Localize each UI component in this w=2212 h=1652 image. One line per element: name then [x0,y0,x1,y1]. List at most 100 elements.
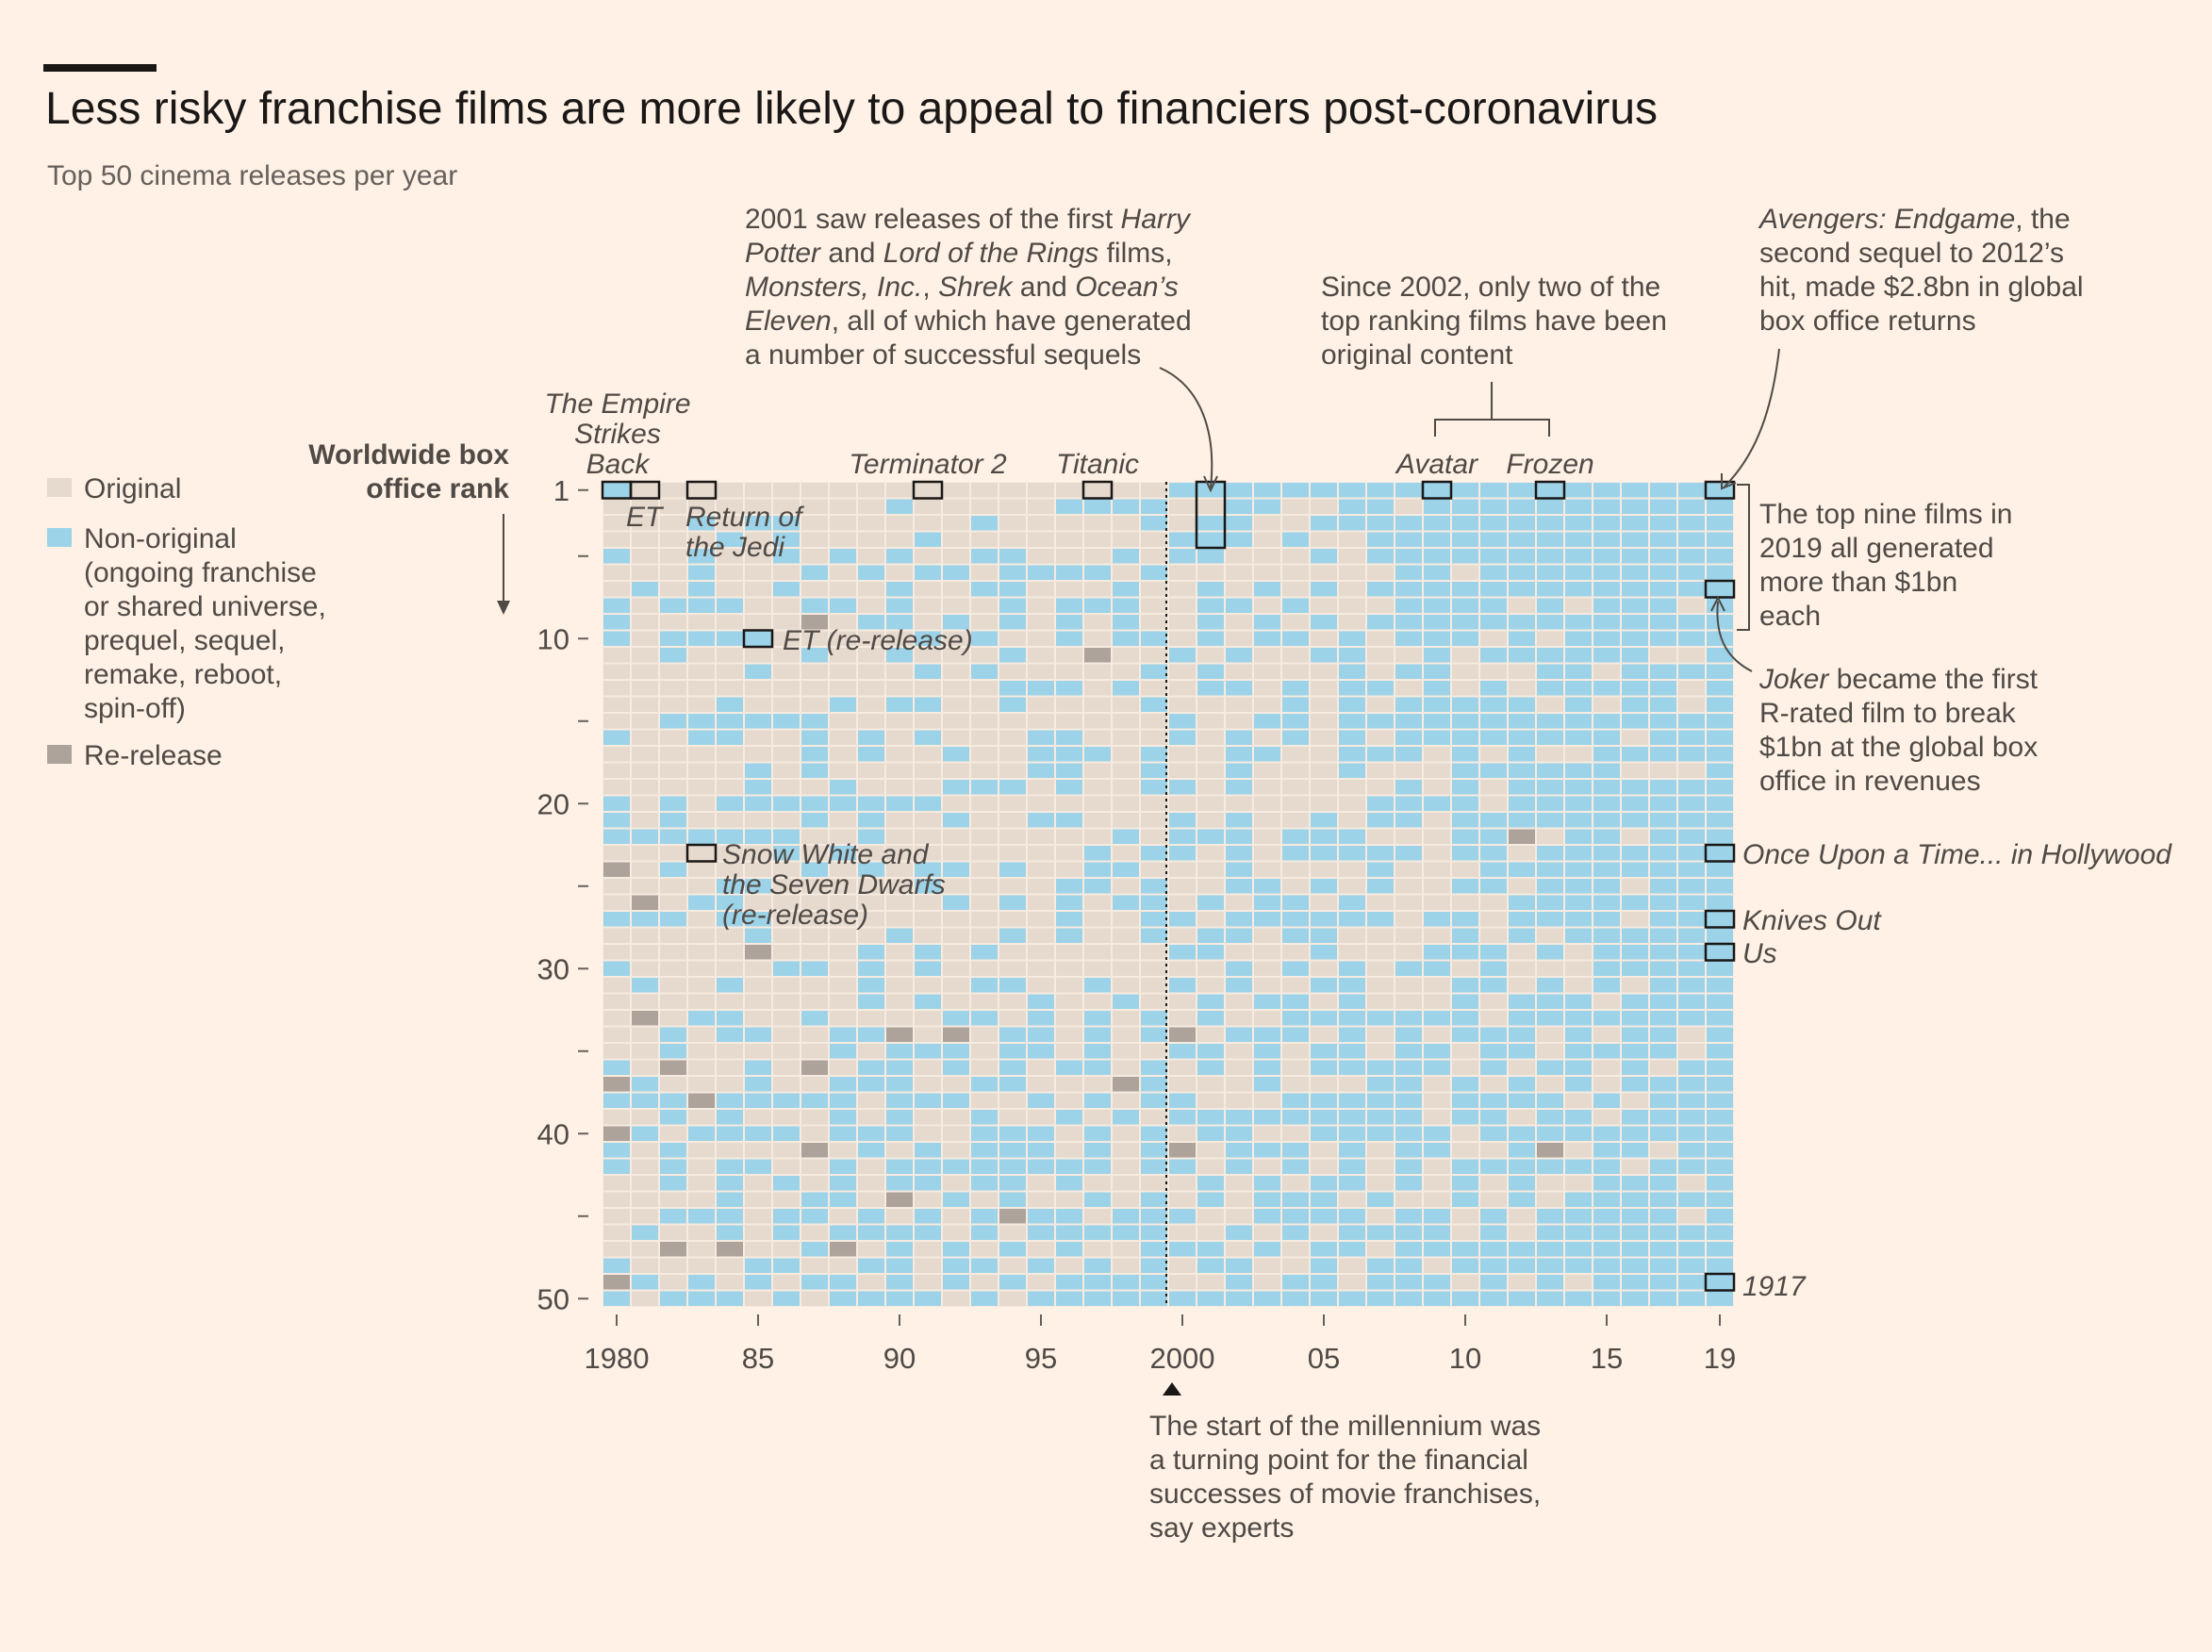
cell-1989-rank-25-original [858,879,884,894]
cell-2018-rank-2-non-original [1678,499,1705,514]
cell-2008-rank-19-non-original [1395,780,1422,795]
since-2002-note-2: top ranking films have been [1321,306,1667,337]
cell-2012-rank-28-non-original [1509,928,1535,943]
cell-2005-rank-10-original [1311,631,1337,646]
cell-2016-rank-12-non-original [1622,664,1648,679]
cell-1981-rank-26-rerelease [632,895,658,910]
cell-2013-rank-16-non-original [1537,730,1563,745]
cell-2016-rank-2-non-original [1622,499,1648,514]
cell-2010-rank-29-non-original [1452,945,1478,960]
cell-2000-rank-25-original [1169,879,1196,894]
cell-2011-rank-9-non-original [1480,615,1507,630]
cell-1980-rank-41-non-original [603,1143,630,1158]
cell-1993-rank-2-original [971,499,998,514]
cell-2004-rank-39-non-original [1282,1110,1309,1125]
cell-2001-rank-10-non-original [1197,631,1224,646]
cell-2014-rank-15-non-original [1565,714,1592,729]
cell-1980-rank-50-non-original [603,1291,630,1306]
cell-2008-rank-30-non-original [1395,961,1422,976]
cell-2007-rank-35-original [1367,1044,1394,1059]
cell-2010-rank-48-non-original [1452,1258,1478,1273]
cell-1987-rank-26-original [801,895,828,910]
cell-1991-rank-47-original [915,1242,941,1257]
cell-2008-rank-43-non-original [1395,1176,1422,1191]
label-empire-3: Back [586,449,652,480]
cell-1997-rank-34-non-original [1084,1027,1111,1042]
cell-2015-rank-28-non-original [1593,928,1620,943]
cell-1982-rank-9-original [660,615,686,630]
cell-1981-rank-5-original [632,549,658,564]
cell-1993-rank-13-original [971,681,998,696]
cell-1988-rank-8-non-original [830,598,856,613]
cell-2017-rank-8-non-original [1650,598,1676,613]
cell-2004-rank-45-non-original [1282,1209,1309,1224]
cell-1994-rank-41-non-original [999,1143,1026,1158]
cell-2018-rank-46-non-original [1678,1225,1705,1240]
cell-1999-rank-37-non-original [1141,1077,1167,1092]
cell-1993-rank-33-non-original [971,1011,998,1026]
cell-1991-rank-23-original [915,846,941,861]
cell-2018-rank-42-non-original [1678,1159,1705,1174]
cell-2003-rank-37-non-original [1254,1077,1280,1092]
cell-1986-rank-23-non-original [773,846,800,861]
cell-2015-rank-1-non-original [1593,483,1620,498]
cell-2016-rank-7-non-original [1622,582,1648,597]
cell-1981-rank-1-original [632,483,658,498]
cell-2004-rank-48-original [1282,1258,1309,1273]
cell-2018-rank-22-non-original [1678,829,1705,844]
cell-2002-rank-42-non-original [1226,1159,1252,1174]
cell-2002-rank-45-original [1226,1209,1252,1224]
cell-1998-rank-7-non-original [1113,582,1139,597]
cell-2019-rank-24-non-original [1707,862,1733,877]
cell-1986-rank-12-original [773,664,800,679]
cell-2003-rank-22-original [1254,829,1280,844]
cell-1987-rank-37-original [801,1077,828,1092]
cell-2003-rank-45-non-original [1254,1209,1280,1224]
cell-2001-rank-19-original [1197,780,1224,795]
cell-2015-rank-34-original [1593,1027,1620,1042]
cell-1991-rank-9-original [915,615,941,630]
cell-2010-rank-31-non-original [1452,978,1478,993]
cell-1997-rank-13-original [1084,681,1111,696]
legend-label-N-3: prequel, sequel, [84,625,286,656]
cell-1981-rank-48-original [632,1258,658,1273]
cell-1997-rank-33-non-original [1084,1011,1111,1026]
cell-2006-rank-22-non-original [1339,829,1365,844]
cell-1992-rank-13-original [943,681,969,696]
cell-2010-rank-10-non-original [1452,631,1478,646]
cell-1982-rank-13-original [660,681,686,696]
cell-1997-rank-50-non-original [1084,1291,1111,1306]
cell-2017-rank-10-non-original [1650,631,1676,646]
cell-2015-rank-43-non-original [1593,1176,1620,1191]
cell-1998-rank-8-non-original [1113,598,1139,613]
cell-1999-rank-2-non-original [1141,499,1167,514]
cell-1980-rank-13-original [603,681,630,696]
cell-1988-rank-17-original [830,747,856,762]
cell-1981-rank-41-original [632,1143,658,1158]
cell-1997-rank-30-original [1084,961,1111,976]
cell-1981-rank-4-original [632,532,658,547]
cell-1992-rank-27-original [943,912,969,927]
cell-2009-rank-15-non-original [1424,714,1450,729]
cell-2000-rank-32-original [1169,994,1196,1009]
cell-1997-rank-23-non-original [1084,846,1111,861]
cell-2015-rank-36-original [1593,1060,1620,1075]
cell-2017-rank-13-non-original [1650,681,1676,696]
cell-2011-rank-8-non-original [1480,598,1507,613]
cell-1989-rank-29-non-original [858,945,884,960]
cell-1987-rank-43-original [801,1176,828,1191]
cell-2012-rank-6-non-original [1509,565,1535,580]
cell-1987-rank-47-non-original [801,1242,828,1257]
label-titanic: Titanic [1056,449,1139,480]
cell-1991-rank-18-original [915,763,941,778]
cell-1999-rank-18-non-original [1141,763,1167,778]
cell-2005-rank-27-non-original [1311,912,1337,927]
label-ouatih: Once Upon a Time... in Hollywood [1742,839,2172,870]
cell-1997-rank-37-original [1084,1077,1111,1092]
cell-1989-rank-36-non-original [858,1060,884,1075]
cell-2000-rank-43-original [1169,1176,1196,1191]
cell-2006-rank-13-non-original [1339,681,1365,696]
cell-2011-rank-17-original [1480,747,1507,762]
cell-1997-rank-10-original [1084,631,1111,646]
cell-1984-rank-38-non-original [717,1093,743,1108]
